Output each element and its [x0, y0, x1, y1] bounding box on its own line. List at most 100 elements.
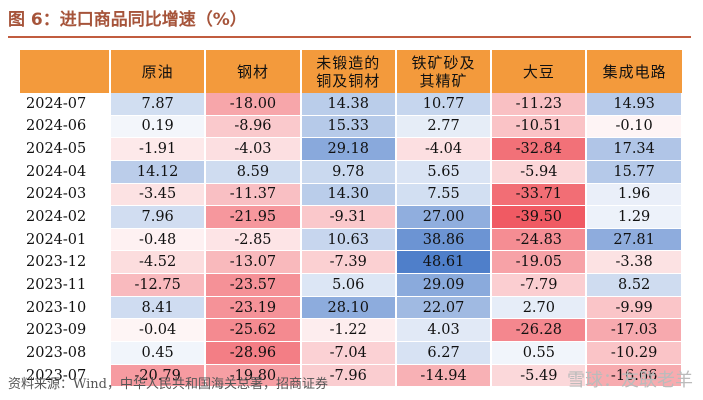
column-header-line: 铜及铜材 — [316, 71, 381, 90]
value-cell: -9.31 — [300, 205, 397, 229]
column-header: 铁矿砂及 其精矿 — [395, 50, 493, 93]
value-cell: -13.07 — [205, 250, 302, 275]
value-cell: -4.03 — [205, 137, 302, 161]
value-cell: 15.77 — [586, 160, 683, 184]
value-cell: -18.00 — [205, 93, 302, 116]
value-cell: 29.09 — [395, 273, 493, 297]
table-row: 2024-06 0.19 -8.96 15.33 2.77 -10.51 -0.10 — [20, 115, 683, 139]
table-row: 2023-09 -0.04 -25.62 -1.22 4.03 -26.28 -17.03 — [20, 318, 683, 343]
table-row: 2024-07 7.87 -18.00 14.38 10.77 -11.23 14.93 — [20, 93, 683, 116]
value-cell: 6.27 — [395, 341, 493, 365]
value-cell: 10.77 — [395, 93, 493, 116]
date-cell: 2023-07 — [20, 364, 111, 387]
value-cell: 7.55 — [395, 183, 493, 207]
table-body: 2024-07 7.87 -18.00 14.38 10.77 -11.23 14.93 20… — [20, 93, 683, 387]
date-cell: 2023-09 — [20, 318, 111, 343]
value-cell: 14.30 — [300, 183, 397, 207]
value-cell: -3.38 — [586, 250, 683, 275]
value-cell: -17.03 — [586, 318, 683, 343]
column-header-line: 铁矿砂及 — [411, 53, 476, 72]
value-cell: -23.57 — [205, 273, 302, 297]
value-cell: -3.45 — [110, 183, 207, 207]
value-cell: -20.79 — [110, 364, 207, 387]
table-row: 2024-02 7.96 -21.95 -9.31 27.00 -39.50 1.29 — [20, 205, 683, 229]
value-cell: -14.94 — [395, 364, 493, 387]
value-cell: 8.59 — [205, 160, 302, 184]
table-row: 2024-03 -3.45 -11.37 14.30 7.55 -33.71 1.96 — [20, 183, 683, 207]
value-cell: 0.55 — [491, 341, 588, 365]
value-cell: 2.70 — [491, 296, 588, 320]
source-note: 资料来源：Wind，中华人民共和国海关总署，招商证券 — [8, 377, 328, 392]
column-header-line: 其精矿 — [419, 71, 468, 90]
value-cell: -7.79 — [491, 273, 588, 297]
value-cell: -7.96 — [300, 364, 397, 387]
value-cell: -5.49 — [491, 364, 588, 387]
table-row: 2024-05 -1.91 -4.03 29.18 -4.04 -32.84 17.34 — [20, 137, 683, 161]
date-cell: 2024-01 — [20, 228, 111, 252]
value-cell: -4.04 — [395, 137, 493, 161]
date-cell: 2024-03 — [20, 183, 111, 207]
column-header: 未锻造的 铜及铜材 — [300, 50, 397, 93]
table-header-row: 原油 钢材 未锻造的 铜及铜材 铁矿砂及 其精矿 大豆 集成电路 — [20, 50, 682, 93]
value-cell: -25.62 — [205, 318, 302, 343]
value-cell: -12.75 — [110, 273, 207, 297]
value-cell: -1.22 — [300, 318, 397, 343]
value-cell: 38.86 — [395, 228, 493, 252]
value-cell: 7.87 — [110, 93, 207, 116]
value-cell: -24.83 — [491, 228, 588, 252]
value-cell: 9.78 — [300, 160, 397, 184]
column-header-line: 钢材 — [236, 62, 269, 81]
value-cell: -1.91 — [110, 137, 207, 161]
value-cell: 14.12 — [110, 160, 207, 184]
value-cell: 14.93 — [586, 93, 683, 116]
value-cell: -9.99 — [586, 296, 683, 320]
value-cell: 14.38 — [300, 93, 397, 116]
date-cell: 2024-02 — [20, 205, 111, 229]
date-cell: 2023-10 — [20, 296, 111, 320]
value-cell: 27.81 — [586, 228, 683, 252]
column-header-line: 未锻造的 — [316, 53, 381, 72]
value-cell: -39.50 — [491, 205, 588, 229]
value-cell: -11.37 — [205, 183, 302, 207]
value-cell: -8.96 — [205, 115, 302, 139]
value-cell: -16.66 — [586, 364, 683, 387]
value-cell: -2.85 — [205, 228, 302, 252]
value-cell: 8.52 — [586, 273, 683, 297]
value-cell: 22.07 — [395, 296, 493, 320]
value-cell: -33.71 — [491, 183, 588, 207]
value-cell: -19.80 — [205, 364, 302, 387]
value-cell: -21.95 — [205, 205, 302, 229]
value-cell: -10.29 — [586, 341, 683, 365]
value-cell: 17.34 — [586, 137, 683, 161]
value-cell: 48.61 — [395, 250, 493, 275]
value-cell: -32.84 — [491, 137, 588, 161]
value-cell: -4.52 — [110, 250, 207, 275]
date-cell: 2024-07 — [20, 93, 111, 116]
column-header-line: 集成电路 — [602, 62, 667, 81]
value-cell: 4.03 — [395, 318, 493, 343]
value-cell: 0.19 — [110, 115, 207, 139]
data-table-container: 原油 钢材 未锻造的 铜及铜材 铁矿砂及 其精矿 大豆 集成电路 2024-07 7.87 -18… — [20, 50, 683, 387]
date-cell: 2023-08 — [20, 341, 111, 365]
column-header: 集成电路 — [586, 50, 682, 93]
table-row: 2023-10 8.41 -23.19 28.10 22.07 2.70 -9.99 — [20, 296, 683, 320]
table-row: 2024-01 -0.48 -2.85 10.63 38.86 -24.83 27.81 — [20, 228, 683, 252]
value-cell: -26.28 — [491, 318, 588, 343]
value-cell: 1.29 — [586, 205, 683, 229]
value-cell: 7.96 — [110, 205, 207, 229]
column-header: 钢材 — [205, 50, 302, 93]
column-header-line: 大豆 — [522, 62, 555, 81]
figure-title: 图 6：进口商品同比增速（%） — [8, 10, 247, 30]
column-header: 原油 — [110, 50, 207, 93]
value-cell: -11.23 — [491, 93, 588, 116]
value-cell: -0.48 — [110, 228, 207, 252]
table-row: 2023-11 -12.75 -23.57 5.06 29.09 -7.79 8.52 — [20, 273, 683, 297]
value-cell: -7.39 — [300, 250, 397, 275]
value-cell: 0.45 — [110, 341, 207, 365]
value-cell: 29.18 — [300, 137, 397, 161]
value-cell: 5.06 — [300, 273, 397, 297]
value-cell: 15.33 — [300, 115, 397, 139]
date-cell: 2023-11 — [20, 273, 111, 297]
value-cell: -7.04 — [300, 341, 397, 365]
value-cell: -28.96 — [205, 341, 302, 365]
